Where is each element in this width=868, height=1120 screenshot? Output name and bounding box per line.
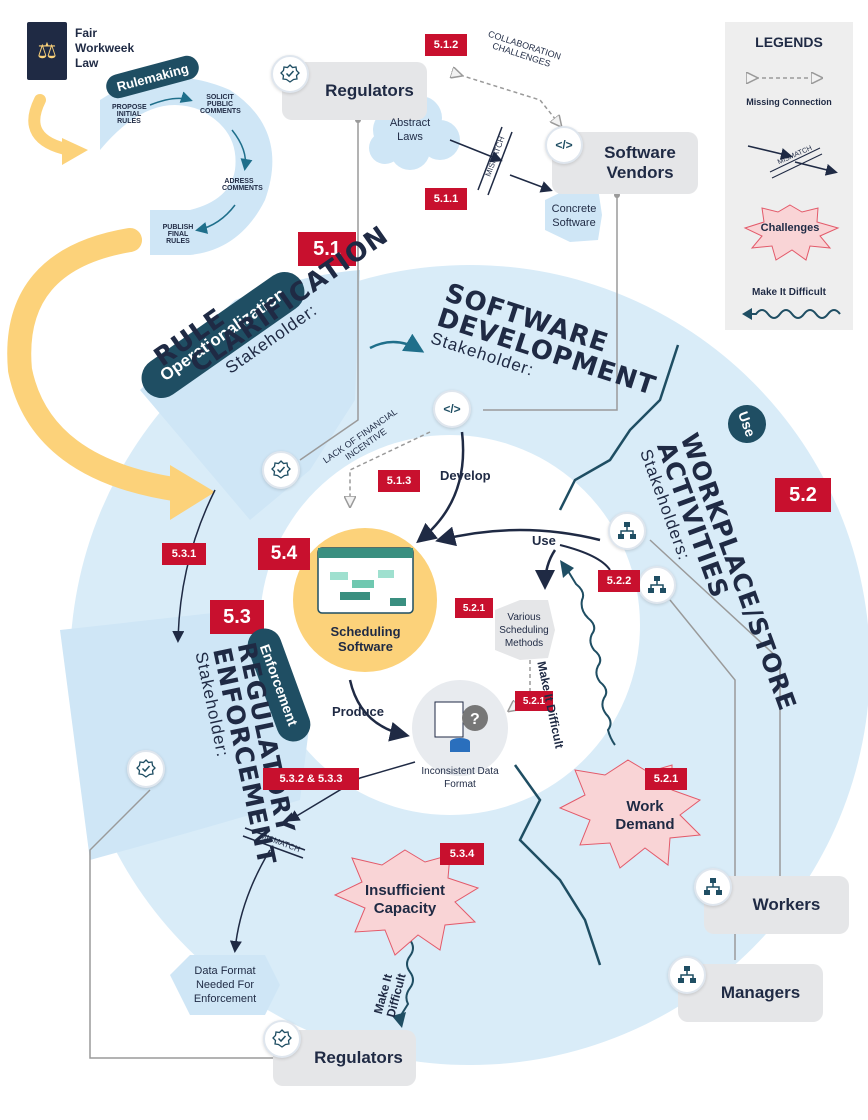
work-demand-label: Work Demand: [615, 798, 675, 833]
label-5-3: 5.3: [210, 600, 264, 634]
legend-difficult-label: Make It Difficult: [752, 286, 826, 298]
rulemaking-loop-arrow: [28, 94, 76, 156]
enforcement-region: [60, 610, 310, 860]
make-difficult-wave-bottom: [397, 939, 414, 1021]
divider-upper: [558, 344, 680, 511]
various-methods-label: Various Scheduling Methods: [499, 612, 549, 649]
label-5-2-1-c: 5.2.1: [645, 768, 687, 790]
data-format-needed-label: Data Format Needed For Enforcement: [193, 964, 257, 1005]
regulators-bottom-badge-icon: [263, 1020, 301, 1058]
software-development-code-icon: </>: [433, 390, 471, 428]
rulemaking-shape: [100, 77, 273, 255]
rulemaking-step-1: PROPOSE INITIAL RULES: [112, 104, 147, 125]
logo: ⚖: [27, 22, 67, 80]
label-5-3-2-3: 5.3.2 & 5.3.3: [263, 768, 359, 790]
enforcement-badge-icon: [127, 750, 165, 788]
scheduling-software-label: Scheduling Software: [330, 624, 401, 654]
badge-check-icon: [271, 55, 309, 93]
workers-org-icon: [694, 868, 732, 906]
label-5-3-1: 5.3.1: [162, 543, 206, 565]
label-5-2-1-a: 5.2.1: [455, 598, 493, 618]
develop-label: Develop: [440, 468, 491, 483]
label-5-2-2: 5.2.2: [598, 570, 640, 592]
big-yellow-arrow: [7, 228, 192, 502]
concrete-software-label: Concrete Software: [551, 202, 597, 229]
insufficient-capacity-star: [333, 849, 480, 956]
abstract-laws-label: Abstract Laws: [389, 117, 431, 143]
label-5-2-1-b: 5.2.1: [515, 691, 553, 711]
make-difficult-wave-right: [564, 565, 616, 746]
managers-org-icon: [668, 956, 706, 994]
produce-label: Produce: [332, 704, 385, 719]
regulators-bottom-box: Regulators: [273, 1030, 416, 1086]
label-5-1-1: 5.1.1: [425, 188, 467, 210]
use-label: Use: [532, 533, 556, 548]
label-5-3-4: 5.3.4: [440, 843, 484, 865]
scales-icon: ⚖: [37, 38, 57, 64]
label-5-2: 5.2: [775, 478, 831, 512]
legend-challenges-label: Challenges: [760, 222, 820, 234]
code-icon: </>: [545, 126, 583, 164]
rulemaking-step-4: PUBLISH FINAL RULES: [162, 224, 194, 245]
label-5-1-3: 5.1.3: [378, 470, 420, 492]
label-5-1-2: 5.1.2: [425, 34, 467, 56]
label-5-4: 5.4: [258, 538, 310, 570]
logo-text: Fair Workweek Law: [75, 26, 135, 70]
svg-text:?: ?: [470, 711, 480, 728]
legend-title: LEGENDS: [755, 34, 823, 50]
rule-clarification-badge-icon: [262, 451, 300, 489]
data-format-hex: [170, 955, 280, 1015]
collab-missing-arrow: [460, 75, 560, 125]
label-5-1: 5.1: [298, 232, 356, 266]
divider-lower: [513, 764, 602, 966]
rule-clarification-region: [140, 270, 360, 520]
org-chart-icon: [608, 512, 646, 550]
legend-missing-label: Missing Connection: [746, 97, 832, 107]
insufficient-capacity-label: Insufficient Capacity: [364, 882, 445, 917]
various-methods-hex: [495, 600, 555, 660]
legend-challenge-star: [743, 204, 840, 261]
concrete-software-hex: [545, 188, 602, 242]
rulemaking-step-3: ADRESS COMMENTS: [222, 178, 263, 192]
org-chart-icon-2: [638, 566, 676, 604]
rulemaking-step-2: SOLICIT PUBLIC COMMENTS: [200, 94, 241, 115]
inconsistent-format-label: Inconsistent Data Format: [421, 766, 499, 790]
